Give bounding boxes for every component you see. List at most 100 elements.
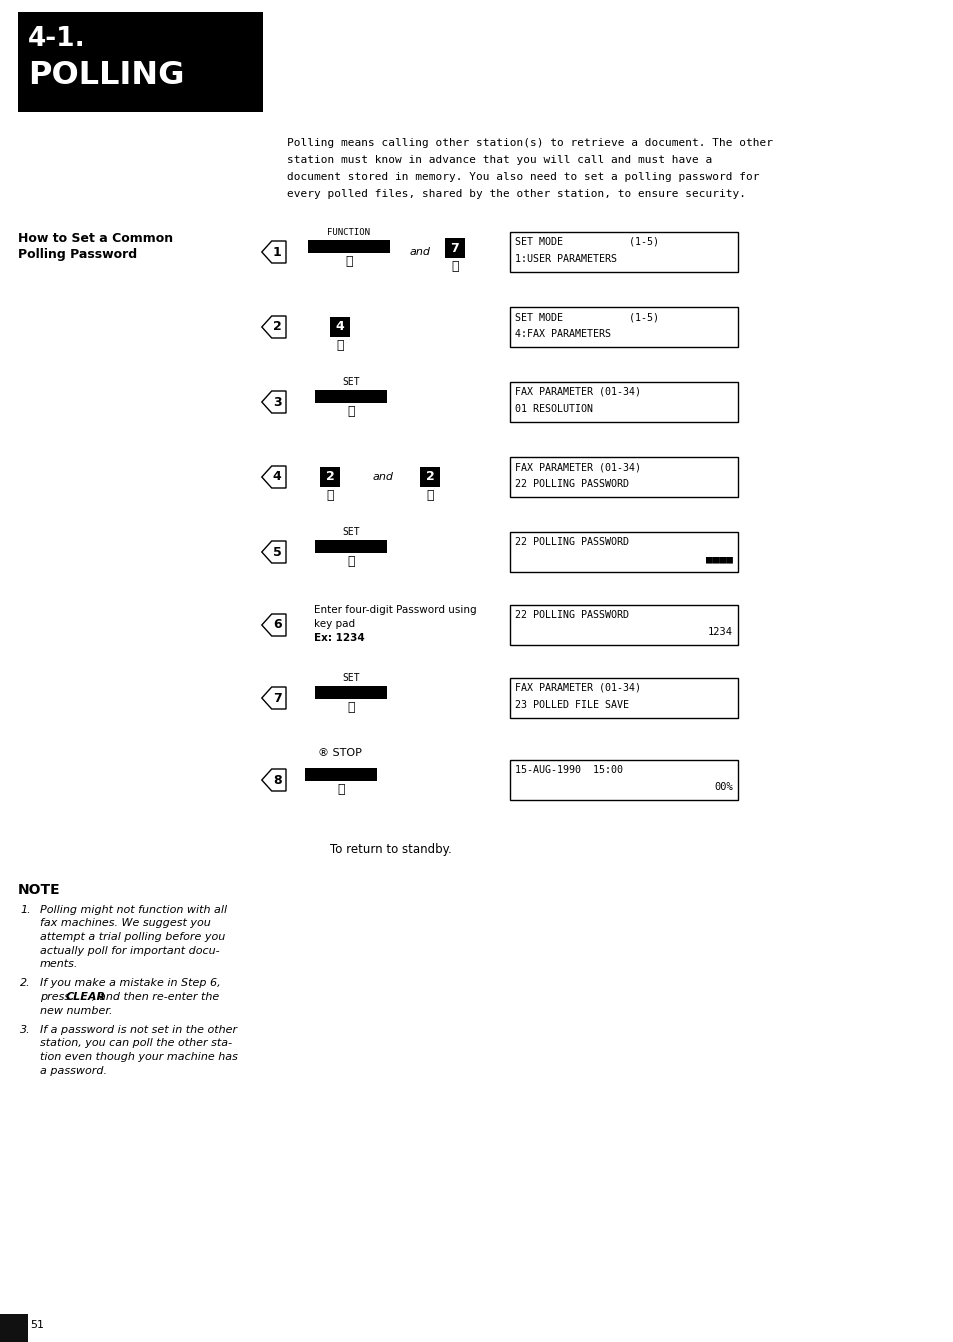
- Text: 5: 5: [273, 545, 281, 558]
- Text: 4: 4: [335, 321, 344, 334]
- Text: new number.: new number.: [40, 1005, 112, 1016]
- Text: 2: 2: [325, 471, 334, 483]
- Text: Polling means calling other station(s) to retrieve a document. The other: Polling means calling other station(s) t…: [287, 138, 772, 148]
- Text: 3: 3: [273, 396, 281, 408]
- Bar: [314, 539, 387, 553]
- Text: If you make a mistake in Step 6,: If you make a mistake in Step 6,: [40, 978, 220, 989]
- Text: 👆: 👆: [451, 260, 458, 274]
- Text: FAX PARAMETER (01-34): FAX PARAMETER (01-34): [515, 386, 640, 397]
- Text: attempt a trial polling before you: attempt a trial polling before you: [40, 931, 225, 942]
- Text: 7: 7: [450, 242, 459, 255]
- Text: Ex: 1234: Ex: 1234: [314, 633, 364, 643]
- Text: POLLING: POLLING: [28, 60, 184, 91]
- Text: 00%: 00%: [714, 782, 732, 792]
- Text: 👆: 👆: [347, 556, 355, 568]
- Text: 4: 4: [273, 471, 281, 483]
- Text: 👆: 👆: [345, 255, 353, 268]
- Bar: [510, 760, 738, 800]
- Bar: [314, 686, 387, 699]
- Text: 2: 2: [425, 471, 434, 483]
- Text: ® STOP: ® STOP: [317, 747, 361, 758]
- Text: 22 POLLING PASSWORD: 22 POLLING PASSWORD: [515, 537, 628, 548]
- Text: 4-1.: 4-1.: [28, 25, 86, 52]
- Polygon shape: [261, 242, 286, 263]
- Text: 👆: 👆: [335, 340, 343, 353]
- Text: and: and: [372, 472, 393, 482]
- Text: 22 POLLING PASSWORD: 22 POLLING PASSWORD: [515, 611, 628, 620]
- Text: ments.: ments.: [40, 960, 78, 969]
- Bar: [510, 307, 738, 348]
- Bar: [510, 605, 738, 646]
- Text: fax machines. We suggest you: fax machines. We suggest you: [40, 918, 211, 929]
- Text: 23 POLLED FILE SAVE: 23 POLLED FILE SAVE: [515, 701, 628, 710]
- Text: 15-AUG-1990  15:00: 15-AUG-1990 15:00: [515, 765, 622, 774]
- Text: 4:FAX PARAMETERS: 4:FAX PARAMETERS: [515, 329, 610, 340]
- Text: 22 POLLING PASSWORD: 22 POLLING PASSWORD: [515, 479, 628, 488]
- Polygon shape: [261, 615, 286, 636]
- Text: press: press: [40, 992, 73, 1002]
- Text: key pad: key pad: [314, 619, 355, 629]
- Text: SET MODE           (1-5): SET MODE (1-5): [515, 238, 659, 247]
- Text: SET: SET: [342, 527, 359, 537]
- Text: If a password is not set in the other: If a password is not set in the other: [40, 1025, 237, 1035]
- Bar: [510, 382, 738, 421]
- Text: station must know in advance that you will call and must have a: station must know in advance that you wi…: [287, 154, 712, 165]
- Bar: [319, 467, 340, 487]
- Bar: [510, 232, 738, 272]
- Text: SET: SET: [342, 672, 359, 683]
- Polygon shape: [0, 1314, 28, 1342]
- Polygon shape: [261, 687, 286, 709]
- Bar: [444, 238, 465, 259]
- Polygon shape: [261, 769, 286, 790]
- Text: 01 RESOLUTION: 01 RESOLUTION: [515, 404, 593, 413]
- Text: NOTE: NOTE: [18, 883, 61, 896]
- Bar: [510, 678, 738, 718]
- Text: 👆: 👆: [326, 490, 334, 502]
- Text: 👆: 👆: [426, 490, 434, 502]
- Text: 8: 8: [273, 773, 281, 786]
- Bar: [305, 768, 376, 781]
- Bar: [18, 12, 263, 111]
- Text: How to Set a Common: How to Set a Common: [18, 232, 172, 246]
- Text: 3.: 3.: [20, 1025, 30, 1035]
- Polygon shape: [261, 391, 286, 413]
- Text: , and then re-enter the: , and then re-enter the: [91, 992, 219, 1002]
- Text: 51: 51: [30, 1321, 44, 1330]
- Text: CLEAR: CLEAR: [66, 992, 106, 1002]
- Text: station, you can poll the other sta-: station, you can poll the other sta-: [40, 1039, 232, 1048]
- Text: 6: 6: [273, 619, 281, 632]
- Bar: [314, 391, 387, 403]
- Bar: [308, 240, 390, 254]
- Text: 2: 2: [273, 321, 281, 334]
- Text: 7: 7: [273, 691, 281, 705]
- Text: FAX PARAMETER (01-34): FAX PARAMETER (01-34): [515, 683, 640, 692]
- Bar: [510, 458, 738, 497]
- Text: 2.: 2.: [20, 978, 30, 989]
- Text: Enter four-digit Password using: Enter four-digit Password using: [314, 605, 476, 615]
- Text: 👆: 👆: [347, 405, 355, 417]
- Text: and: and: [409, 247, 430, 258]
- Bar: [510, 531, 738, 572]
- Text: Polling might not function with all: Polling might not function with all: [40, 905, 227, 915]
- Text: SET: SET: [342, 377, 359, 386]
- Text: 👆: 👆: [347, 701, 355, 714]
- Text: document stored in memory. You also need to set a polling password for: document stored in memory. You also need…: [287, 172, 759, 183]
- Text: actually poll for important docu-: actually poll for important docu-: [40, 946, 219, 956]
- Text: 1: 1: [273, 246, 281, 259]
- Text: 1:USER PARAMETERS: 1:USER PARAMETERS: [515, 254, 617, 264]
- Text: tion even though your machine has: tion even though your machine has: [40, 1052, 237, 1062]
- Bar: [419, 467, 440, 487]
- Text: 1.: 1.: [20, 905, 30, 915]
- Polygon shape: [261, 541, 286, 564]
- Text: a password.: a password.: [40, 1066, 107, 1075]
- Text: To return to standby.: To return to standby.: [330, 843, 452, 856]
- Polygon shape: [261, 315, 286, 338]
- Text: Polling Password: Polling Password: [18, 248, 137, 260]
- Bar: [329, 317, 350, 337]
- Text: SET MODE           (1-5): SET MODE (1-5): [515, 311, 659, 322]
- Polygon shape: [261, 466, 286, 488]
- Text: ■■■■: ■■■■: [705, 554, 732, 564]
- Text: FUNCTION: FUNCTION: [327, 228, 370, 238]
- Text: every polled files, shared by the other station, to ensure security.: every polled files, shared by the other …: [287, 189, 745, 199]
- Text: FAX PARAMETER (01-34): FAX PARAMETER (01-34): [515, 462, 640, 472]
